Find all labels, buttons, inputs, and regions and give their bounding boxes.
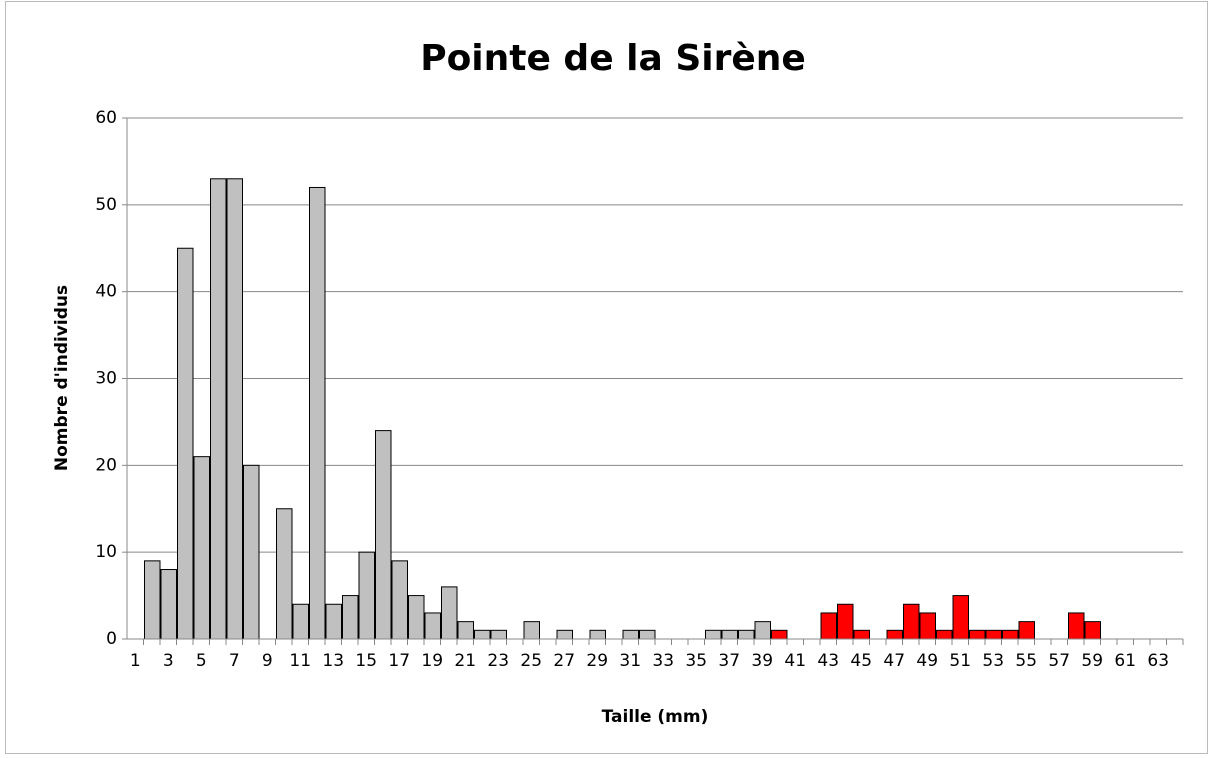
bar bbox=[375, 430, 392, 640]
x-tick-label: 19 bbox=[421, 651, 443, 671]
x-tick-label: 61 bbox=[1114, 651, 1136, 671]
x-tick-label: 29 bbox=[586, 651, 608, 671]
bar bbox=[820, 612, 837, 640]
x-tick-label: 15 bbox=[355, 651, 377, 671]
bar bbox=[985, 629, 1002, 640]
x-tick-label: 25 bbox=[520, 651, 542, 671]
bar bbox=[424, 612, 441, 640]
bar bbox=[276, 508, 293, 640]
bar bbox=[771, 629, 788, 640]
x-tick-label: 51 bbox=[949, 651, 971, 671]
x-tick-label: 53 bbox=[982, 651, 1004, 671]
x-tick-label: 3 bbox=[163, 651, 174, 671]
x-tick-label: 11 bbox=[289, 651, 311, 671]
x-tick-label: 5 bbox=[196, 651, 207, 671]
bar bbox=[754, 621, 771, 640]
bar bbox=[342, 595, 359, 640]
x-tick-label: 43 bbox=[817, 651, 839, 671]
x-tick-label: 13 bbox=[322, 651, 344, 671]
x-tick-label: 49 bbox=[916, 651, 938, 671]
bar bbox=[622, 629, 639, 640]
y-tick-label: 60 bbox=[95, 108, 117, 128]
bar bbox=[969, 629, 986, 640]
bar bbox=[474, 629, 491, 640]
x-tick-label: 9 bbox=[262, 651, 273, 671]
x-tick-label: 45 bbox=[850, 651, 872, 671]
y-tick-label: 40 bbox=[95, 282, 117, 302]
y-tick-label: 20 bbox=[95, 455, 117, 475]
bar bbox=[193, 456, 210, 640]
x-tick-label: 55 bbox=[1015, 651, 1037, 671]
bar bbox=[292, 603, 309, 640]
x-tick-label: 57 bbox=[1048, 651, 1070, 671]
bar bbox=[837, 603, 854, 640]
x-tick-label: 59 bbox=[1081, 651, 1103, 671]
x-tick-label: 7 bbox=[229, 651, 240, 671]
y-tick-label: 0 bbox=[106, 629, 117, 649]
bar bbox=[391, 560, 408, 640]
x-tick-label: 33 bbox=[652, 651, 674, 671]
x-axis-label: Taille (mm) bbox=[602, 707, 709, 727]
bar bbox=[457, 621, 474, 640]
bar bbox=[919, 612, 936, 640]
x-tick-label: 27 bbox=[553, 651, 575, 671]
y-axis-label: Nombre d'individus bbox=[52, 285, 72, 471]
bar bbox=[936, 629, 953, 640]
bar bbox=[523, 621, 540, 640]
bar bbox=[853, 629, 870, 640]
bar bbox=[243, 464, 260, 640]
bar bbox=[490, 629, 507, 640]
bar bbox=[226, 178, 243, 640]
bar bbox=[705, 629, 722, 640]
bar bbox=[1068, 612, 1085, 640]
x-tick-label: 1 bbox=[130, 651, 141, 671]
bar bbox=[952, 595, 969, 640]
bar bbox=[738, 629, 755, 640]
x-tick-label: 21 bbox=[454, 651, 476, 671]
bar bbox=[144, 560, 161, 640]
bar bbox=[903, 603, 920, 640]
chart-title: Pointe de la Sirène bbox=[420, 38, 806, 79]
bar bbox=[1002, 629, 1019, 640]
x-tick-label: 35 bbox=[685, 651, 707, 671]
bar bbox=[177, 247, 194, 640]
bar bbox=[886, 629, 903, 640]
bar bbox=[721, 629, 738, 640]
x-tick-label: 37 bbox=[718, 651, 740, 671]
x-tick-label: 47 bbox=[883, 651, 905, 671]
bar bbox=[639, 629, 656, 640]
bar bbox=[556, 629, 573, 640]
y-tick-label: 50 bbox=[95, 195, 117, 215]
x-tick-label: 63 bbox=[1147, 651, 1169, 671]
bar bbox=[1084, 621, 1101, 640]
bar bbox=[441, 586, 458, 640]
bar bbox=[325, 603, 342, 640]
x-tick-label: 41 bbox=[784, 651, 806, 671]
bar bbox=[589, 629, 606, 640]
x-tick-label: 17 bbox=[388, 651, 410, 671]
bar bbox=[358, 551, 375, 640]
x-tick-label: 23 bbox=[487, 651, 509, 671]
x-tick-label: 31 bbox=[619, 651, 641, 671]
bar bbox=[160, 569, 177, 640]
bar bbox=[1018, 621, 1035, 640]
bar bbox=[210, 178, 227, 640]
bar bbox=[408, 595, 425, 640]
y-tick-label: 30 bbox=[95, 369, 117, 389]
bar bbox=[309, 186, 326, 640]
y-tick-label: 10 bbox=[95, 542, 117, 562]
x-tick-label: 39 bbox=[751, 651, 773, 671]
